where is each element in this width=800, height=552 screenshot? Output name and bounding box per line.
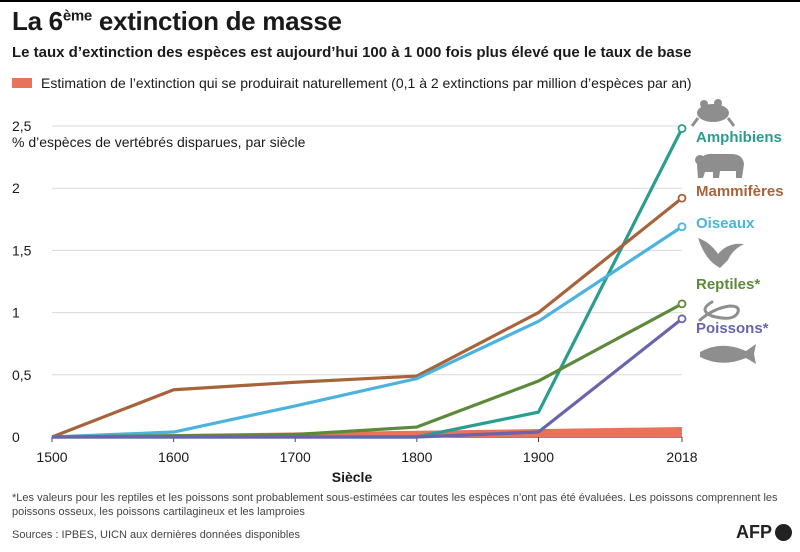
x-tick-label: 1600 xyxy=(158,449,189,465)
series-line-reptiles xyxy=(51,302,683,439)
y-tick-label: 2,5 xyxy=(12,118,32,134)
y-tick-label: 1 xyxy=(12,305,20,321)
snake-icon xyxy=(698,300,740,322)
legend-swatch xyxy=(12,78,32,88)
legend-label: Estimation de l’extinction qui se produi… xyxy=(41,75,692,91)
top-rule xyxy=(0,0,800,2)
series-endpoint-oiseaux xyxy=(677,222,687,232)
x-tick-label: 1700 xyxy=(280,449,311,465)
series-endpoint-reptiles xyxy=(677,299,687,309)
series-line-oiseaux xyxy=(51,225,683,439)
x-tick-label: 1900 xyxy=(523,449,554,465)
series-endpoint-poissons xyxy=(677,314,687,324)
chart-title: La 6ème extinction de masse xyxy=(12,6,342,36)
y-axis-label: % d’espèces de vertébrés disparues, par … xyxy=(12,134,306,150)
chart-subtitle: Le taux d’extinction des espèces est auj… xyxy=(12,44,692,61)
series-label-amphibiens: Amphibiens xyxy=(696,129,782,146)
x-axis-title: Siècle xyxy=(332,469,373,485)
series-label-poissons: Poissons* xyxy=(696,320,769,337)
series-line-poissons xyxy=(52,317,683,439)
series-label-oiseaux: Oiseaux xyxy=(696,215,755,232)
bear-icon xyxy=(695,153,744,178)
y-tick-label: 0 xyxy=(12,429,20,445)
eagle-icon xyxy=(698,238,744,268)
x-tick-label: 1500 xyxy=(36,449,67,465)
series-label-reptiles: Reptiles* xyxy=(696,276,760,293)
afp-logo-mark xyxy=(775,524,792,541)
frog-icon xyxy=(690,99,736,127)
footnote: *Les valeurs pour les reptiles et les po… xyxy=(12,492,778,518)
x-tick-label: 2018 xyxy=(666,449,697,465)
series-line-mammifères xyxy=(51,196,683,439)
x-tick-label: 1800 xyxy=(401,449,432,465)
series-endpoint-amphibiens xyxy=(677,124,687,133)
y-tick-label: 1,5 xyxy=(12,242,32,258)
series-label-mammifères: Mammifères xyxy=(696,183,784,200)
sources: Sources : IPBES, UICN aux dernières donn… xyxy=(12,529,300,541)
fish-icon xyxy=(700,344,756,364)
afp-logo: AFP xyxy=(736,522,792,543)
series-endpoint-mammifères xyxy=(677,193,687,203)
y-tick-label: 2 xyxy=(12,180,20,196)
y-tick-label: 0,5 xyxy=(12,367,32,383)
legend-natural-rate: Estimation de l’extinction qui se produi… xyxy=(12,75,692,91)
